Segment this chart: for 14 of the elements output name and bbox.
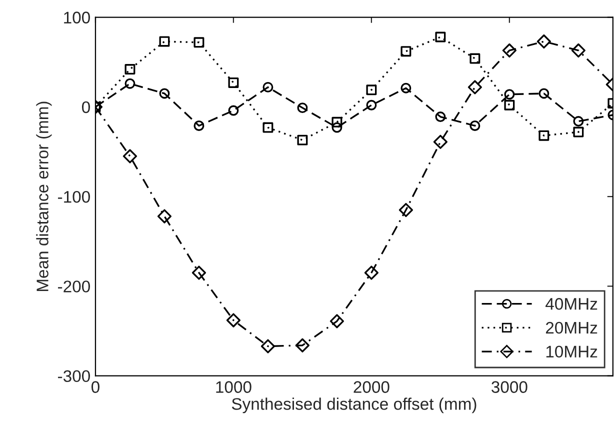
x-tick-label: 3000: [492, 381, 528, 393]
legend-label: 10MHz: [546, 346, 598, 358]
y-tick-label: 0: [82, 101, 90, 114]
x-tick-label: 0: [91, 381, 100, 393]
y-tick-label: -300: [58, 370, 90, 382]
x-axis-title: Synthesised distance offset (mm): [232, 398, 476, 414]
legend-label: 20MHz: [546, 322, 598, 334]
x-tick-label: 1000: [216, 381, 252, 393]
legend-label: 40MHz: [546, 298, 598, 310]
y-tick-label: -100: [58, 190, 90, 203]
y-tick-label: -200: [58, 280, 90, 292]
x-tick-label: 2000: [354, 381, 390, 393]
y-axis-title: Mean distance error (mm): [36, 102, 52, 292]
y-tick-label: 100: [64, 12, 90, 24]
